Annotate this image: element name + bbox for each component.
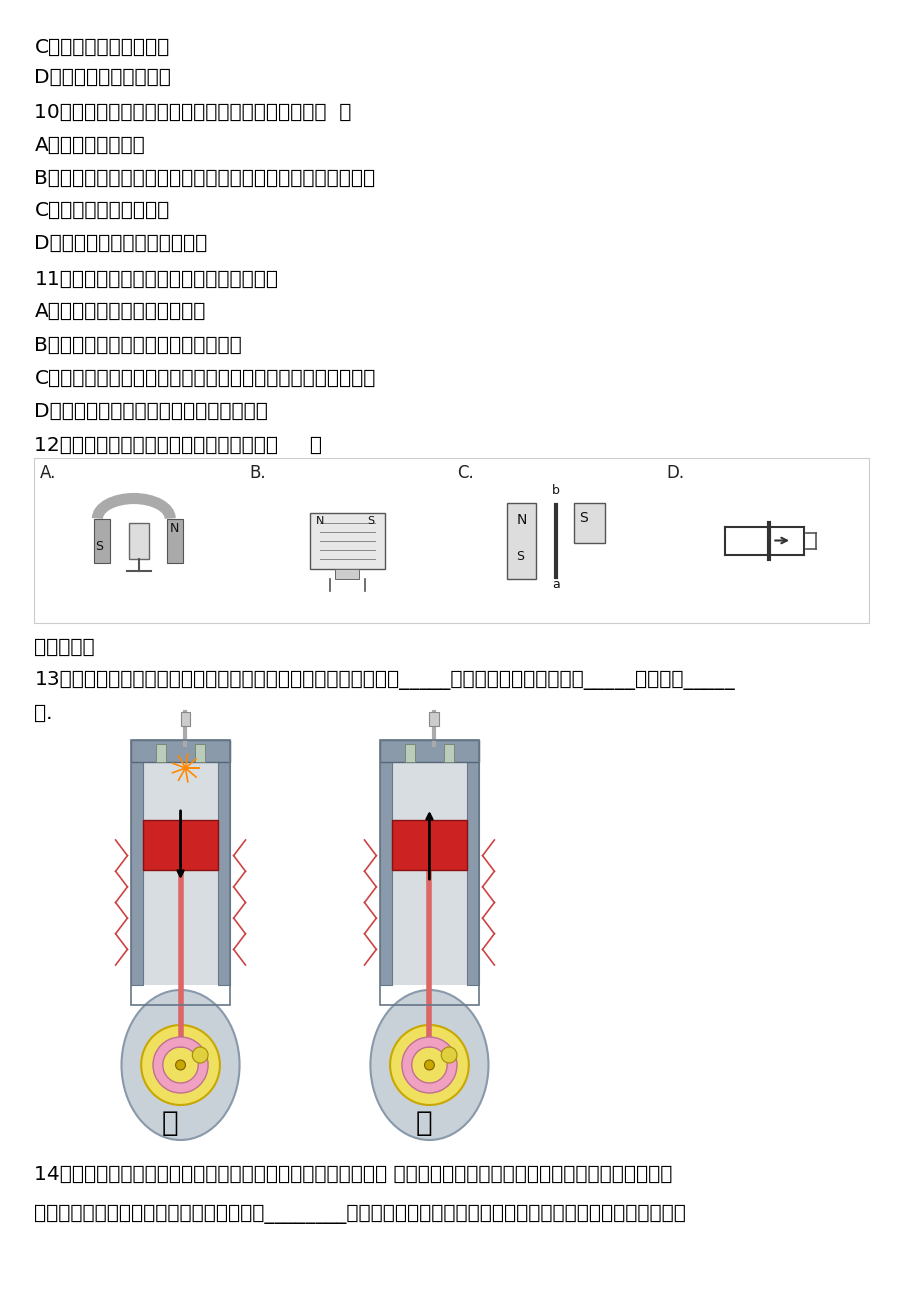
FancyBboxPatch shape	[506, 503, 536, 578]
Text: B．热机做的有用功越多，效率就越高: B．热机做的有用功越多，效率就越高	[34, 336, 242, 355]
FancyBboxPatch shape	[429, 712, 438, 727]
Circle shape	[441, 1047, 457, 1062]
Circle shape	[424, 1060, 434, 1070]
Text: C．减少热机的各种热损失，保持良好的润滑，能提高热机效率: C．减少热机的各种热损失，保持良好的润滑，能提高热机效率	[34, 368, 375, 388]
FancyBboxPatch shape	[380, 740, 478, 762]
Text: S: S	[96, 540, 103, 553]
Text: A.: A.	[40, 464, 57, 482]
FancyBboxPatch shape	[131, 740, 143, 986]
FancyBboxPatch shape	[180, 712, 190, 727]
FancyBboxPatch shape	[95, 518, 110, 562]
Text: D．衣橱里的樟脑球会逐渐变小: D．衣橱里的樟脑球会逐渐变小	[34, 234, 208, 253]
FancyBboxPatch shape	[466, 740, 478, 986]
Circle shape	[390, 1025, 469, 1105]
Text: b: b	[551, 483, 559, 496]
FancyBboxPatch shape	[167, 518, 183, 562]
Text: N: N	[516, 513, 527, 526]
FancyBboxPatch shape	[155, 743, 165, 762]
Text: a: a	[551, 578, 559, 591]
FancyBboxPatch shape	[131, 740, 230, 762]
FancyBboxPatch shape	[380, 740, 391, 986]
Text: A．热机的功率越大，效率越高: A．热机的功率越大，效率越高	[34, 302, 206, 322]
Text: 10．下列现象中不能用分子热运动的观点解释的是（  ）: 10．下列现象中不能用分子热运动的观点解释的是（ ）	[34, 103, 351, 122]
Text: 14．改变内能有不同的方式，如图（甲）是在一个配有活塞的厚 壁玻璃筒里放一小团蘸了乙醚的棉花，当迅速压下活: 14．改变内能有不同的方式，如图（甲）是在一个配有活塞的厚 壁玻璃筒里放一小团蘸…	[34, 1165, 672, 1184]
Text: S: S	[367, 517, 374, 526]
Circle shape	[192, 1047, 208, 1062]
FancyBboxPatch shape	[195, 743, 205, 762]
FancyBboxPatch shape	[404, 743, 414, 762]
FancyBboxPatch shape	[391, 762, 466, 986]
FancyBboxPatch shape	[143, 820, 218, 870]
FancyBboxPatch shape	[335, 569, 358, 578]
Text: 12．下列图中说明了电动机工作原理的是（     ）: 12．下列图中说明了电动机工作原理的是（ ）	[34, 436, 322, 454]
Text: B．金块和铅块紧压在一起，过几年后发现铅中有金，金中有铅: B．金块和铅块紧压在一起，过几年后发现铅中有金，金中有铅	[34, 169, 375, 187]
Ellipse shape	[370, 990, 488, 1141]
Text: B.: B.	[249, 464, 266, 482]
FancyBboxPatch shape	[310, 513, 384, 569]
Text: A．酒香不怕巷子深: A．酒香不怕巷子深	[34, 135, 145, 155]
Text: 乙: 乙	[415, 1109, 432, 1137]
Text: 塞时，可看见筒内棉花燃烧起来．这是通过________方式使玻璃筒内的空气内能增加，温度升高，达到棉花的燃点，: 塞时，可看见筒内棉花燃烧起来．这是通过________方式使玻璃筒内的空气内能增…	[34, 1204, 686, 1224]
Text: 11．下列关于热机效率的说法中，正确的是: 11．下列关于热机效率的说法中，正确的是	[34, 270, 278, 289]
Text: 13．如图所示是四冲程汽油机的两个冲程，图甲所示的是汽油机的_____冲程，图乙所示的冲程是_____能转化为_____: 13．如图所示是四冲程汽油机的两个冲程，图甲所示的是汽油机的_____冲程，图乙…	[34, 671, 734, 690]
Circle shape	[141, 1025, 220, 1105]
Text: N: N	[170, 522, 179, 535]
Text: D．小灯泡亮、电铃不响: D．小灯泡亮、电铃不响	[34, 68, 171, 87]
Text: N: N	[315, 517, 323, 526]
FancyBboxPatch shape	[143, 762, 218, 986]
FancyBboxPatch shape	[573, 503, 605, 543]
Text: S: S	[516, 551, 524, 564]
Text: 能.: 能.	[34, 704, 53, 723]
Text: 甲: 甲	[161, 1109, 178, 1137]
Text: C．沙尘暴起，尘土满天: C．沙尘暴起，尘土满天	[34, 201, 169, 220]
Text: C.: C.	[457, 464, 473, 482]
Text: D．增加热机的工作时间，能提高热机效率: D．增加热机的工作时间，能提高热机效率	[34, 402, 268, 421]
Circle shape	[176, 1060, 186, 1070]
Text: S: S	[579, 510, 587, 525]
Text: C．小灯泡不亮、电铃响: C．小灯泡不亮、电铃响	[34, 38, 169, 57]
FancyBboxPatch shape	[218, 740, 230, 986]
FancyBboxPatch shape	[34, 458, 868, 622]
FancyBboxPatch shape	[129, 522, 148, 559]
Text: 二、填空题: 二、填空题	[34, 638, 95, 658]
Text: D.: D.	[665, 464, 684, 482]
Ellipse shape	[121, 990, 239, 1141]
FancyBboxPatch shape	[444, 743, 454, 762]
FancyBboxPatch shape	[391, 820, 466, 870]
